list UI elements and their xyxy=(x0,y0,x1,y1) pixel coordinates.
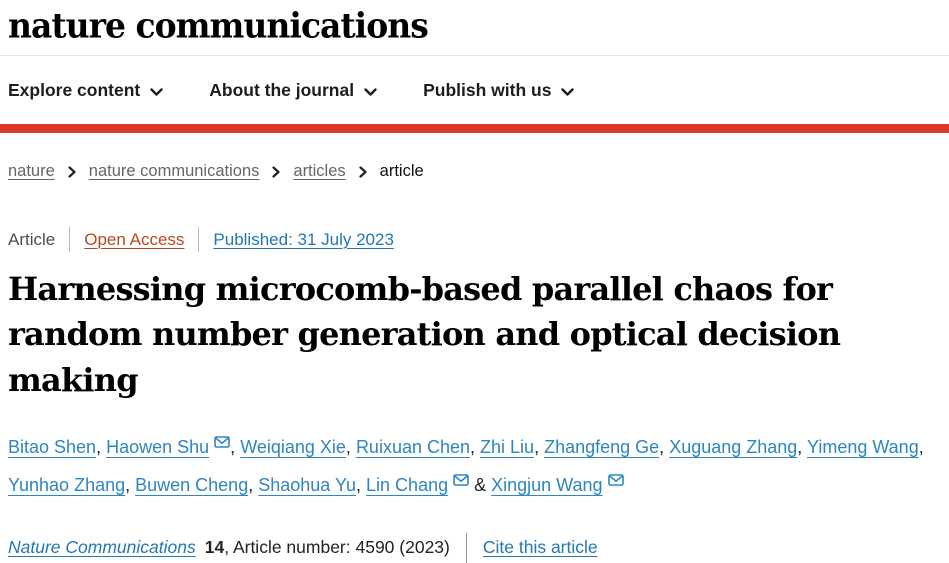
author-link[interactable]: Yimeng Wang xyxy=(806,437,919,458)
author-separator: , xyxy=(125,475,136,496)
breadcrumb-current-article: article xyxy=(379,162,424,180)
vertical-divider xyxy=(69,227,71,252)
author-link[interactable]: Xingjun Wang xyxy=(491,475,603,496)
article-type-label: Article xyxy=(8,229,56,249)
nav-item-label: Publish with us xyxy=(423,80,552,100)
email-icon[interactable] xyxy=(214,436,230,449)
nav-item-publish-with-us[interactable]: Publish with us xyxy=(423,79,575,102)
brand-red-bar xyxy=(0,124,949,133)
author-link[interactable]: Zhi Liu xyxy=(480,437,535,458)
email-icon[interactable] xyxy=(607,474,624,486)
breadcrumb-link-articles[interactable]: articles xyxy=(293,162,346,180)
author-link[interactable]: Ruixuan Chen xyxy=(355,437,471,458)
author-separator: & xyxy=(469,475,492,496)
chevron-down-icon xyxy=(364,81,377,102)
site-header: nature communications Explore content Ab… xyxy=(0,0,949,133)
article-header-section: nature nature communications articles ar… xyxy=(0,162,949,563)
main-nav: Explore content About the journal Publis… xyxy=(0,56,949,124)
header-divider xyxy=(0,55,949,56)
chevron-right-icon xyxy=(272,166,280,178)
nav-item-label: Explore content xyxy=(8,80,141,100)
breadcrumb: nature nature communications articles ar… xyxy=(0,162,949,181)
nav-item-about-the-journal[interactable]: About the journal xyxy=(209,79,377,102)
article-meta: Article Open Access Published: 31 July 2… xyxy=(0,227,949,252)
journal-logo[interactable]: nature communications xyxy=(8,5,429,46)
author-separator: , xyxy=(918,437,924,458)
chevron-down-icon xyxy=(561,81,575,102)
email-icon[interactable] xyxy=(453,474,469,486)
author-separator: , xyxy=(230,437,241,458)
author-separator: , xyxy=(356,475,367,496)
author-separator: , xyxy=(534,437,545,458)
author-link[interactable]: Buwen Cheng xyxy=(135,475,249,496)
breadcrumb-link-nature-communications[interactable]: nature communications xyxy=(88,162,260,180)
author-link[interactable]: Yunhao Zhang xyxy=(8,475,126,496)
logo-row: nature communications xyxy=(0,0,949,55)
journal-link[interactable]: Nature Communications xyxy=(8,537,196,558)
author-list: Bitao Shen, Haowen Shu, Weiqiang Xie, Ru… xyxy=(0,429,936,505)
author-separator: , xyxy=(345,437,356,458)
author-link[interactable]: Zhangfeng Ge xyxy=(544,437,660,458)
vertical-divider xyxy=(198,227,200,252)
article-title: Harnessing microcomb-based parallel chao… xyxy=(8,270,841,399)
nav-item-label: About the journal xyxy=(209,80,355,100)
author-separator: , xyxy=(96,437,107,458)
citation-line: Nature Communications 14 , Article numbe… xyxy=(0,532,949,563)
breadcrumb-link-nature[interactable]: nature xyxy=(8,162,55,180)
author-separator: , xyxy=(470,437,481,458)
author-separator: , xyxy=(659,437,670,458)
open-access-link[interactable]: Open Access xyxy=(84,229,185,249)
author-separator: , xyxy=(797,437,807,458)
nav-item-explore-content[interactable]: Explore content xyxy=(8,79,163,102)
cite-this-article-link[interactable]: Cite this article xyxy=(482,537,598,558)
author-link[interactable]: Bitao Shen xyxy=(8,437,97,458)
volume-number: 14 xyxy=(204,537,225,558)
author-link[interactable]: Weiqiang Xie xyxy=(240,437,346,458)
vertical-divider xyxy=(465,532,467,563)
author-separator: , xyxy=(248,475,259,496)
chevron-right-icon xyxy=(359,166,367,178)
published-date-link[interactable]: Published: 31 July 2023 xyxy=(213,229,394,249)
chevron-right-icon xyxy=(68,166,76,178)
author-link[interactable]: Shaohua Yu xyxy=(258,475,357,496)
author-link[interactable]: Haowen Shu xyxy=(106,437,210,458)
article-number-text: , Article number: 4590 (2023) xyxy=(224,537,450,558)
chevron-down-icon xyxy=(150,81,163,102)
author-link[interactable]: Lin Chang xyxy=(366,475,449,496)
author-link[interactable]: Xuguang Zhang xyxy=(669,437,798,458)
